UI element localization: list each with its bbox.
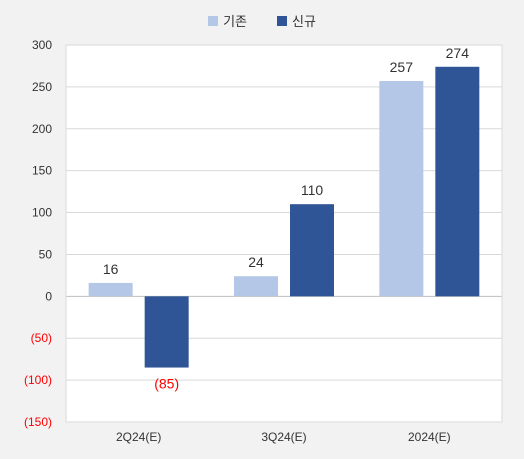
y-tick-label: 250: [32, 80, 52, 94]
data-label: (85): [154, 376, 179, 392]
bar: [144, 296, 189, 368]
legend-label-existing: 기존: [223, 14, 247, 29]
y-tick-label: (50): [31, 331, 52, 345]
legend-swatch-new: [277, 15, 287, 26]
bar: [234, 276, 278, 297]
legend: 기존 신규: [0, 11, 524, 30]
data-label: 110: [301, 182, 324, 198]
plot-area: [66, 45, 502, 422]
y-tick-label: 0: [45, 289, 52, 303]
legend-item-existing: 기존: [208, 11, 247, 30]
y-tick-label: (150): [24, 415, 52, 429]
legend-label-new: 신규: [292, 14, 316, 29]
y-tick-label: 100: [32, 206, 52, 220]
y-tick-label: 150: [32, 164, 52, 178]
bar: [379, 81, 424, 297]
y-tick-label: 300: [32, 38, 52, 52]
legend-swatch-existing: [208, 15, 219, 26]
bar: [88, 282, 133, 297]
y-tick-label: (100): [24, 373, 52, 387]
x-tick-label: 2024(E): [408, 430, 451, 444]
bar: [435, 66, 480, 297]
plot-border: [65, 44, 503, 423]
y-tick-label: 200: [32, 122, 52, 136]
legend-item-new: 신규: [277, 11, 316, 30]
data-label: 274: [446, 45, 470, 61]
bar: [290, 204, 334, 297]
x-tick-label: 3Q24(E): [261, 430, 306, 444]
y-tick-label: 50: [39, 247, 53, 261]
data-label: 16: [103, 261, 119, 277]
x-tick-label: 2Q24(E): [116, 430, 161, 444]
data-label: 257: [390, 59, 414, 75]
data-label: 24: [248, 254, 264, 270]
